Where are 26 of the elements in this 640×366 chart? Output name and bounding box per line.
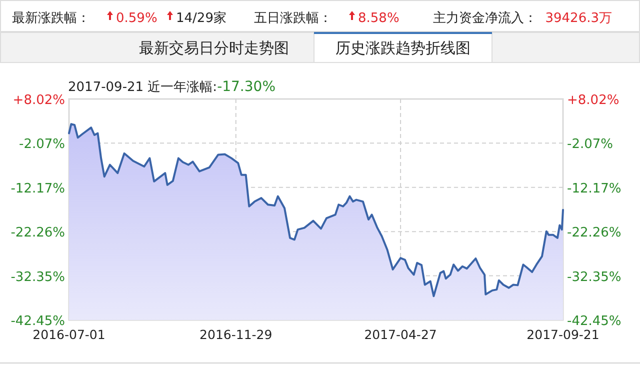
text: 0.59% <box>116 11 158 26</box>
y2-tick-label: +8.02% <box>567 93 620 108</box>
x-tick-label: 2016-11-29 <box>200 327 272 342</box>
y2-tick-label: -2.07% <box>567 137 613 152</box>
text: 主力资金净流入： <box>433 10 537 26</box>
y-tick-label: -42.45% <box>10 314 65 329</box>
y-tick-label: -2.07% <box>19 137 65 152</box>
y-tick-label: -12.17% <box>10 181 65 196</box>
y-tick-label: -22.26% <box>10 226 65 241</box>
text: 最新交易日分时走势图 <box>139 39 289 57</box>
text: 五日涨跌幅： <box>254 11 332 26</box>
y2-tick-label: -12.17% <box>567 181 622 196</box>
y2-tick-label: -32.35% <box>567 270 622 285</box>
text: 历史涨跌趋势折线图 <box>336 39 470 57</box>
x-tick-label: 2017-09-21 <box>526 327 600 342</box>
chart-title: 2017-09-21 近一年涨幅:-17.30% <box>68 79 276 95</box>
text: 8.58% <box>358 11 400 26</box>
y2-tick-label: -42.45% <box>567 314 622 329</box>
y-tick-label: +8.02% <box>12 93 65 108</box>
text: 14/29家 <box>176 10 226 26</box>
x-tick-label: 2017-04-27 <box>364 327 437 342</box>
text: 最新涨跌幅： <box>12 11 90 26</box>
y-tick-label: -32.35% <box>10 270 65 285</box>
y2-tick-label: -22.26% <box>567 226 622 241</box>
x-tick-label: 2016-07-01 <box>32 327 106 342</box>
text: 39426.3万 <box>545 11 612 26</box>
